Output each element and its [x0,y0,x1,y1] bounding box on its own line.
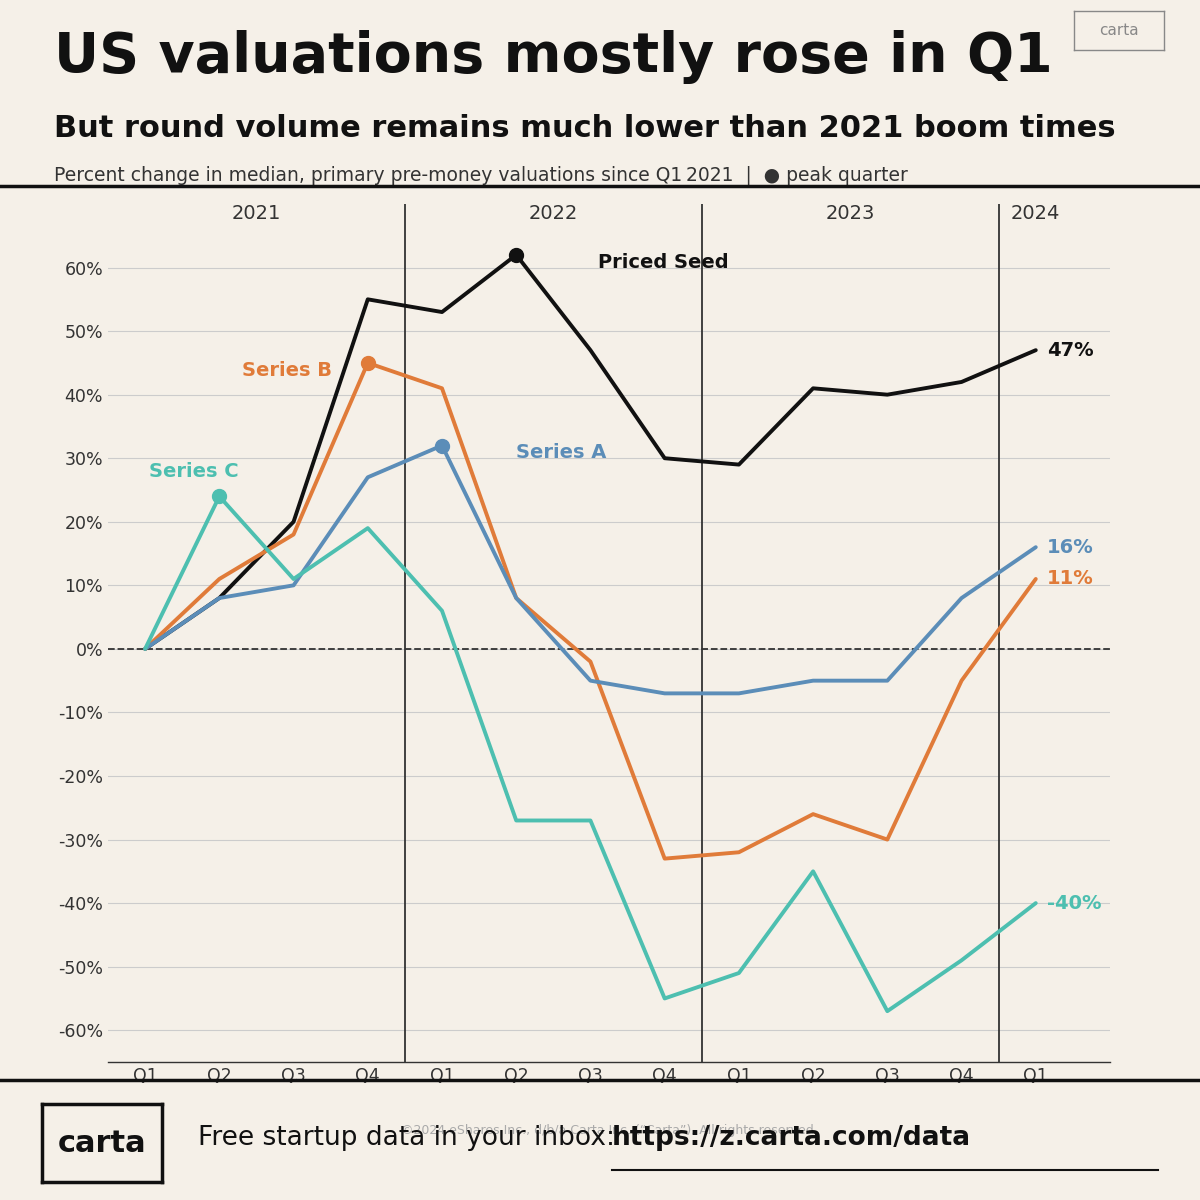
Text: 2021: 2021 [232,204,281,223]
Text: https://z.carta.com/data: https://z.carta.com/data [612,1124,971,1151]
Text: ©2024 eShares Inc., d/b/a Carta Inc. (“Carta”). All rights reserved.: ©2024 eShares Inc., d/b/a Carta Inc. (“C… [401,1123,817,1136]
Text: Priced Seed: Priced Seed [598,252,728,271]
Text: US valuations mostly rose in Q1: US valuations mostly rose in Q1 [54,30,1052,84]
Text: Series A: Series A [516,443,606,462]
Text: But round volume remains much lower than 2021 boom times: But round volume remains much lower than… [54,114,1116,143]
Text: 16%: 16% [1046,538,1093,557]
Text: carta: carta [58,1128,146,1158]
Text: Series B: Series B [241,360,331,379]
Text: 2023: 2023 [826,204,875,223]
Text: 47%: 47% [1046,341,1093,360]
Text: Free startup data in your inbox:: Free startup data in your inbox: [198,1124,616,1151]
Text: -40%: -40% [1046,894,1102,913]
Text: 2024: 2024 [1012,204,1061,223]
Text: carta: carta [1099,23,1139,38]
Text: Percent change in median, primary pre-money valuations since Q1 2021  |  ● peak : Percent change in median, primary pre-mo… [54,166,908,185]
Text: Series C: Series C [149,462,239,481]
Text: 11%: 11% [1046,570,1093,588]
Text: 2022: 2022 [529,204,578,223]
